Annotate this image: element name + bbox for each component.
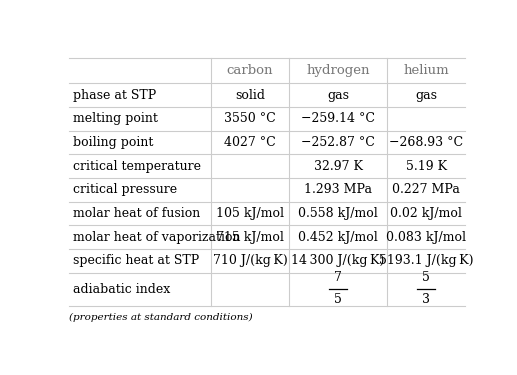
Text: 105 kJ/mol: 105 kJ/mol xyxy=(216,207,284,220)
Text: phase at STP: phase at STP xyxy=(73,89,157,102)
Text: 0.452 kJ/mol: 0.452 kJ/mol xyxy=(298,231,378,244)
Text: critical pressure: critical pressure xyxy=(73,183,177,196)
Text: 32.97 K: 32.97 K xyxy=(314,160,362,173)
Text: boiling point: boiling point xyxy=(73,136,154,149)
Text: 14 300 J/(kg K): 14 300 J/(kg K) xyxy=(292,255,385,267)
Text: 0.083 kJ/mol: 0.083 kJ/mol xyxy=(386,231,466,244)
Text: hydrogen: hydrogen xyxy=(307,64,370,77)
Text: 0.02 kJ/mol: 0.02 kJ/mol xyxy=(390,207,462,220)
Text: adiabatic index: adiabatic index xyxy=(73,283,171,296)
Text: 5: 5 xyxy=(422,271,430,284)
Text: 1.293 MPa: 1.293 MPa xyxy=(304,183,372,196)
Text: −268.93 °C: −268.93 °C xyxy=(389,136,463,149)
Text: 5: 5 xyxy=(334,293,342,306)
Text: 7: 7 xyxy=(334,271,342,284)
Text: −259.14 °C: −259.14 °C xyxy=(301,112,375,125)
Text: (properties at standard conditions): (properties at standard conditions) xyxy=(69,313,252,322)
Text: 715 kJ/mol: 715 kJ/mol xyxy=(216,231,284,244)
Text: carbon: carbon xyxy=(226,64,273,77)
Text: 0.227 MPa: 0.227 MPa xyxy=(392,183,460,196)
Text: 3550 °C: 3550 °C xyxy=(224,112,276,125)
Text: 0.558 kJ/mol: 0.558 kJ/mol xyxy=(298,207,378,220)
Text: specific heat at STP: specific heat at STP xyxy=(73,255,200,267)
Text: 3: 3 xyxy=(422,293,430,306)
Text: gas: gas xyxy=(415,89,437,102)
Text: helium: helium xyxy=(403,64,449,77)
Text: molar heat of vaporization: molar heat of vaporization xyxy=(73,231,241,244)
Text: melting point: melting point xyxy=(73,112,158,125)
Text: 4027 °C: 4027 °C xyxy=(224,136,276,149)
Text: 710 J/(kg K): 710 J/(kg K) xyxy=(212,255,287,267)
Text: solid: solid xyxy=(235,89,265,102)
Text: gas: gas xyxy=(327,89,349,102)
Text: critical temperature: critical temperature xyxy=(73,160,202,173)
Text: 5.19 K: 5.19 K xyxy=(406,160,447,173)
Text: molar heat of fusion: molar heat of fusion xyxy=(73,207,201,220)
Text: 5193.1 J/(kg K): 5193.1 J/(kg K) xyxy=(379,255,474,267)
Text: −252.87 °C: −252.87 °C xyxy=(301,136,375,149)
